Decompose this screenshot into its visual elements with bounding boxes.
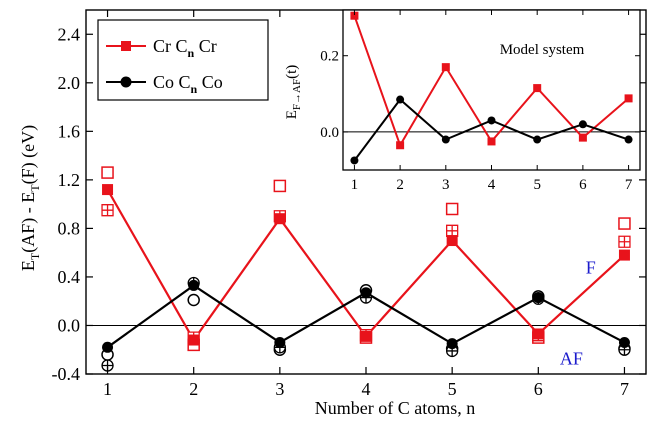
series-point-1-5 [532,292,544,304]
series-point-1-4 [446,338,458,350]
y-tick-label-2: 0.4 [58,267,81,287]
legend-marker-co [120,76,132,88]
annotation-af: AF [560,348,583,368]
inset-title: Model system [500,42,585,58]
inset-x-tick-label-0: 1 [351,177,359,193]
series-point-0-5 [532,328,544,340]
inset-point-1-4 [533,135,542,144]
inset-point-0-1 [396,141,405,150]
extra-point-1-4 [446,224,459,237]
extra-point-1-6 [618,235,631,248]
inset-marks: 1 2 3 4 5 6 7 0.0 0.2 [320,9,641,193]
inset-point-0-0 [350,11,359,20]
extra-point-0-0 [101,166,114,179]
inset-point-1-1 [396,95,405,104]
x-tick-label-0: 1 [103,379,112,399]
inset-point-0-4 [533,84,542,93]
x-tick-label-2: 3 [275,379,284,399]
extra-point-0-4 [445,202,459,216]
y-tick-label-1: 0.0 [58,315,81,335]
inset-x-tick-label-3: 4 [488,177,496,193]
inset-point-1-3 [487,116,496,125]
x-tick-label-4: 5 [448,379,457,399]
inset-x-tick-label-6: 7 [625,177,633,193]
annotation-f: F [586,257,596,277]
legend-marker-cr [121,41,131,51]
inset-point-1-0 [350,156,359,165]
y-tick-label-4: 1.2 [58,170,81,190]
inset-y-tick-label-1: 0.2 [320,49,339,65]
inset-x-tick-label-4: 5 [533,177,541,193]
inset-point-0-5 [578,133,587,142]
y-tick-label-5: 1.6 [58,121,81,141]
inset-point-1-6 [624,135,633,144]
legend-label-cr: Cr Cn Cr [153,36,217,60]
inset-point-0-6 [624,94,633,103]
extra-point-0-2 [273,179,287,193]
series-point-0-3 [360,330,372,342]
inset-y-axis-label: EF→AF(t) [284,65,303,120]
inset-point-1-2 [441,135,450,144]
series-point-0-2 [274,213,286,225]
series-point-0-6 [618,249,630,261]
series-point-0-0 [102,184,114,196]
y-tick-label-3: 0.8 [58,218,81,238]
x-axis-label: Number of C atoms, n [315,398,475,418]
x-tick-label-5: 6 [534,379,543,399]
series-point-1-6 [618,336,630,348]
y-tick-label-7: 2.4 [58,24,81,44]
y-tick-label-6: 2.0 [58,73,81,93]
series-point-1-2 [274,336,286,348]
series-point-1-3 [360,287,372,299]
x-tick-label-6: 7 [620,379,629,399]
y-axis-label: ET(AF) - ET(F) (eV) [18,125,42,271]
series-point-1-1 [188,279,200,291]
inset-x-tick-label-1: 2 [396,177,404,193]
series-line-0 [106,189,626,343]
x-tick-label-3: 4 [362,379,371,399]
extra-point-1-0 [101,204,114,217]
extra-point-2-1 [187,293,200,307]
inset-x-tick-label-5: 6 [579,177,587,193]
series-point-0-4 [446,235,458,247]
x-tick-label-1: 2 [189,379,198,399]
inset-plot: 1 2 3 4 5 6 7 0.0 0.2 Model system EF→AF(t) [284,9,641,193]
inset-point-0-3 [487,137,496,146]
main-plot: 1 2 3 4 5 6 7 -0.4 0.0 0.4 0.8 1.2 1.6 2.0 2.4 [52,9,647,399]
y-tick-label-0: -0.4 [52,364,81,384]
inset-x-tick-label-2: 3 [442,177,450,193]
inset-background [343,10,640,170]
series-point-0-1 [188,334,200,346]
inset-y-tick-label-0: 0.0 [320,125,339,141]
extra-point-0-6 [618,217,631,230]
legend: Cr Cn Cr Co Cn Co [97,19,269,101]
inset-point-0-2 [441,63,450,72]
legend-label-co: Co Cn Co [153,72,223,96]
series-point-1-0 [102,341,114,353]
inset-point-1-5 [578,120,587,129]
